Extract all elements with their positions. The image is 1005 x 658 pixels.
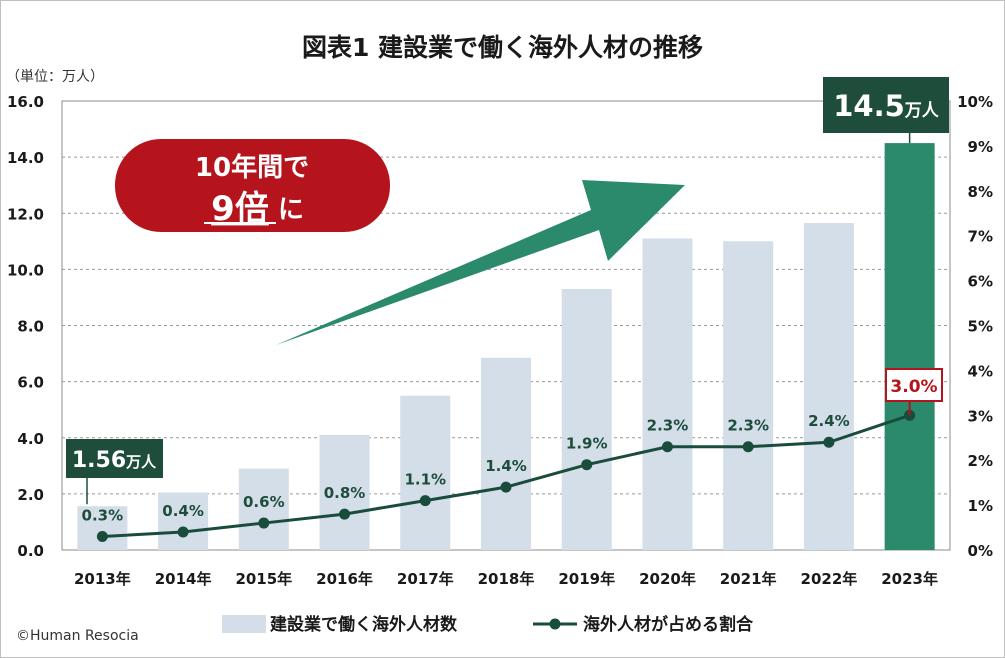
y-left-tick-label: 6.0 [17,374,44,392]
y-right-tick-label: 10% [957,93,993,111]
ratio-marker [823,436,835,448]
x-tick-label: 2021年 [720,570,777,588]
last-callout-label: 14.5万人 [833,89,940,123]
ratio-line [96,409,916,543]
y-right-tick-label: 2% [968,452,993,470]
x-tick-label: 2019年 [558,570,615,588]
x-tick-label: 2015年 [235,570,292,588]
x-tick-label: 2013年 [74,570,131,588]
bar [481,357,531,550]
ratio-callout-label: 3.0% [890,377,937,397]
ratio-marker [258,517,270,529]
y-right-tick-label: 7% [968,228,993,246]
bar [158,492,209,550]
legend: 建設業で働く海外人材数 海外人材が占める割合 [222,614,754,635]
y-right-tick-label: 8% [968,183,993,201]
x-tick-label: 2014年 [155,570,212,588]
y-right-tick-label: 4% [968,362,993,380]
trend-arrow-shape [276,180,685,345]
ratio-marker [661,441,673,453]
data-labels: 0.3% 0.4% 0.6% 0.8% 1.1% 1.4% 1.9% 2.3% 2.3% 2.4% [82,412,850,524]
last-callout-box [823,77,949,133]
ratio-data-label: 2.3% [727,417,769,435]
y-right-tick-label: 0% [968,542,993,560]
y-left-tick-label: 12.0 [7,205,44,223]
y-left-tick-label: 10.0 [7,261,44,279]
x-tick-label: 2022年 [801,570,858,588]
x-tick-label: 2017年 [397,570,454,588]
ratio-callout-box [885,368,943,402]
ratio-marker [177,526,189,538]
ratio-data-label: 2.3% [647,417,689,435]
ratio-marker [742,441,754,453]
ratio-data-label: 1.4% [485,457,527,475]
y-right-tick-label: 9% [968,138,993,156]
unit-label: （単位：万人） [6,69,104,85]
callouts: 3.0%1.56万人14.5万人10年間で9倍に [66,77,949,505]
ratio-data-label: 1.1% [404,471,446,489]
axes: 0.0 2.0 4.0 6.0 8.0 10.0 12.0 14.0 16.0 0% 1% 2% 3% 4… [7,93,993,588]
ratio-data-label: 2.4% [808,412,850,430]
ratio-marker [96,531,108,543]
bar [77,506,128,550]
first-callout-label: 1.56万人 [72,448,157,473]
x-tick-label: 2023年 [881,570,938,588]
y-left-tick-label: 16.0 [7,93,44,111]
y-left-tick-label: 8.0 [17,318,44,336]
bar [803,223,854,550]
x-tick-label: 2016年 [316,570,373,588]
x-tick-label: 2020年 [639,570,696,588]
y-right-tick-label: 3% [968,407,993,425]
ratio-data-label: 0.4% [162,502,204,520]
y-left-tick-label: 0.0 [17,542,44,560]
y-right-tick-label: 5% [968,318,993,336]
ratio-marker [581,459,593,471]
ratio-marker [419,495,431,507]
y-left-tick-label: 14.0 [7,149,44,167]
trend-arrow [276,180,685,345]
ratio-data-label: 0.3% [82,507,124,525]
y-right-tick-label: 1% [968,497,993,515]
growth-badge-suffix: に [278,195,304,225]
legend-swatch-marker [549,618,561,630]
first-callout-box [66,439,163,478]
y-right-tick-label: 6% [968,273,993,291]
growth-badge-line1: 10年間で [195,152,309,183]
bar [723,241,774,550]
ratio-data-label: 0.6% [243,493,285,511]
growth-badge [115,139,390,232]
bar [238,468,289,550]
bar [319,434,370,550]
bar [642,238,693,550]
y-left-tick-label: 2.0 [17,486,44,504]
legend-swatch-bars [222,615,266,633]
x-tick-label: 2018年 [478,570,535,588]
bars [77,143,935,550]
legend-label-bars: 建設業で働く海外人材数 [270,614,458,635]
legend-label-line: 海外人材が占める割合 [583,614,754,635]
ratio-data-label: 0.8% [324,484,366,502]
chart-title: 図表1 建設業で働く海外人材の推移 [301,33,704,62]
bar [561,289,612,550]
y-left-tick-label: 4.0 [17,430,44,448]
credit-text: ©Human Resocia [16,628,139,644]
bar-highlight [884,143,935,550]
ratio-marker [339,508,351,520]
ratio-marker [500,481,512,493]
bar [400,395,451,550]
ratio-data-label: 1.9% [566,435,608,453]
